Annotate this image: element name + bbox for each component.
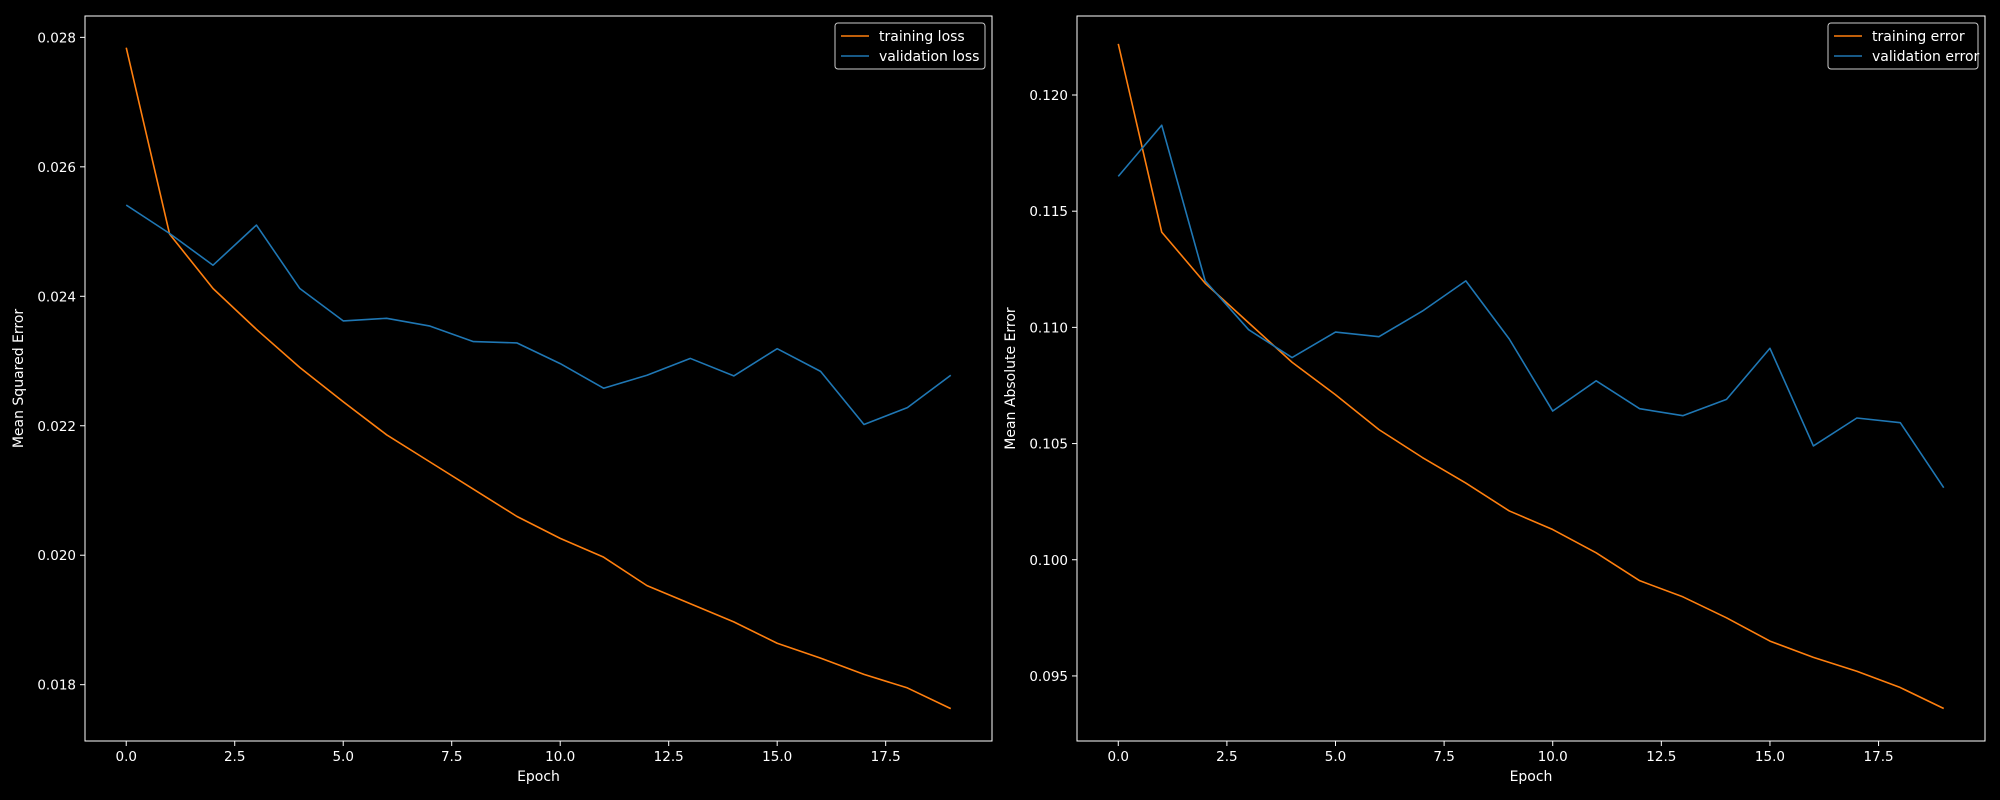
legend-box: [834, 22, 986, 70]
x-tick-label: 12.5: [654, 749, 684, 765]
x-tick-label: 7.5: [441, 749, 462, 765]
series-line-validation-error: [1117, 124, 1945, 489]
series-line-training-loss: [125, 47, 952, 710]
y-tick-label: 0.022: [37, 419, 76, 435]
legend-label: validation error: [1872, 49, 1980, 65]
x-tick-label: 0.0: [115, 749, 136, 765]
y-axis-label: Mean Squared Error: [11, 309, 27, 449]
chart-panel-2: 0.0 2.5 5.0 7.5 10.0 12.5 15.0 17.5 0.095 0.100 0.…: [1003, 15, 1986, 785]
legend-label: training loss: [879, 29, 965, 45]
y-axis-label: Mean Absolute Error: [1003, 307, 1019, 450]
axes-frame: [84, 15, 993, 742]
legend-label: training error: [1872, 29, 1965, 45]
x-tick-label: 15.0: [1755, 749, 1785, 765]
y-tick-label: 0.095: [1029, 669, 1068, 685]
legend-box: [1827, 22, 1979, 70]
x-tick-label: 5.0: [1325, 749, 1346, 765]
legend: training error validation error: [1827, 22, 1980, 70]
x-tick-label: 17.5: [871, 749, 901, 765]
y-tick-label: 0.024: [37, 289, 76, 305]
x-axis-label: Epoch: [517, 769, 560, 785]
x-tick-label: 10.0: [1538, 749, 1568, 765]
y-tick-label: 0.018: [37, 678, 76, 694]
x-tick-label: 12.5: [1646, 749, 1676, 765]
y-tick-label: 0.100: [1029, 553, 1068, 569]
y-tick-label: 0.028: [37, 30, 76, 46]
x-tick-label: 17.5: [1864, 749, 1894, 765]
x-tick-label: 2.5: [224, 749, 245, 765]
x-tick-label: 0.0: [1108, 749, 1129, 765]
y-tick-label: 0.110: [1029, 320, 1068, 336]
x-tick-label: 10.0: [545, 749, 575, 765]
chart-panel-1: 0.0 2.5 5.0 7.5 10.0 12.5 15.0 17.5 0.018 0.020 0.…: [11, 15, 993, 785]
y-tick-label: 0.120: [1029, 88, 1068, 104]
x-tick-label: 5.0: [332, 749, 353, 765]
y-tick-label: 0.105: [1029, 437, 1068, 453]
y-tick-label: 0.115: [1029, 204, 1068, 220]
x-axis-label: Epoch: [1510, 769, 1553, 785]
x-tick-label: 15.0: [762, 749, 792, 765]
series-line-validation-loss: [125, 204, 952, 426]
legend-label: validation loss: [879, 49, 979, 65]
y-tick-label: 0.026: [37, 160, 76, 176]
axes-frame: [1076, 15, 1986, 742]
x-tick-label: 7.5: [1433, 749, 1454, 765]
legend: training loss validation loss: [834, 22, 986, 70]
x-tick-label: 2.5: [1216, 749, 1237, 765]
series-line-training-error: [1117, 43, 1945, 710]
y-tick-label: 0.020: [37, 548, 76, 564]
